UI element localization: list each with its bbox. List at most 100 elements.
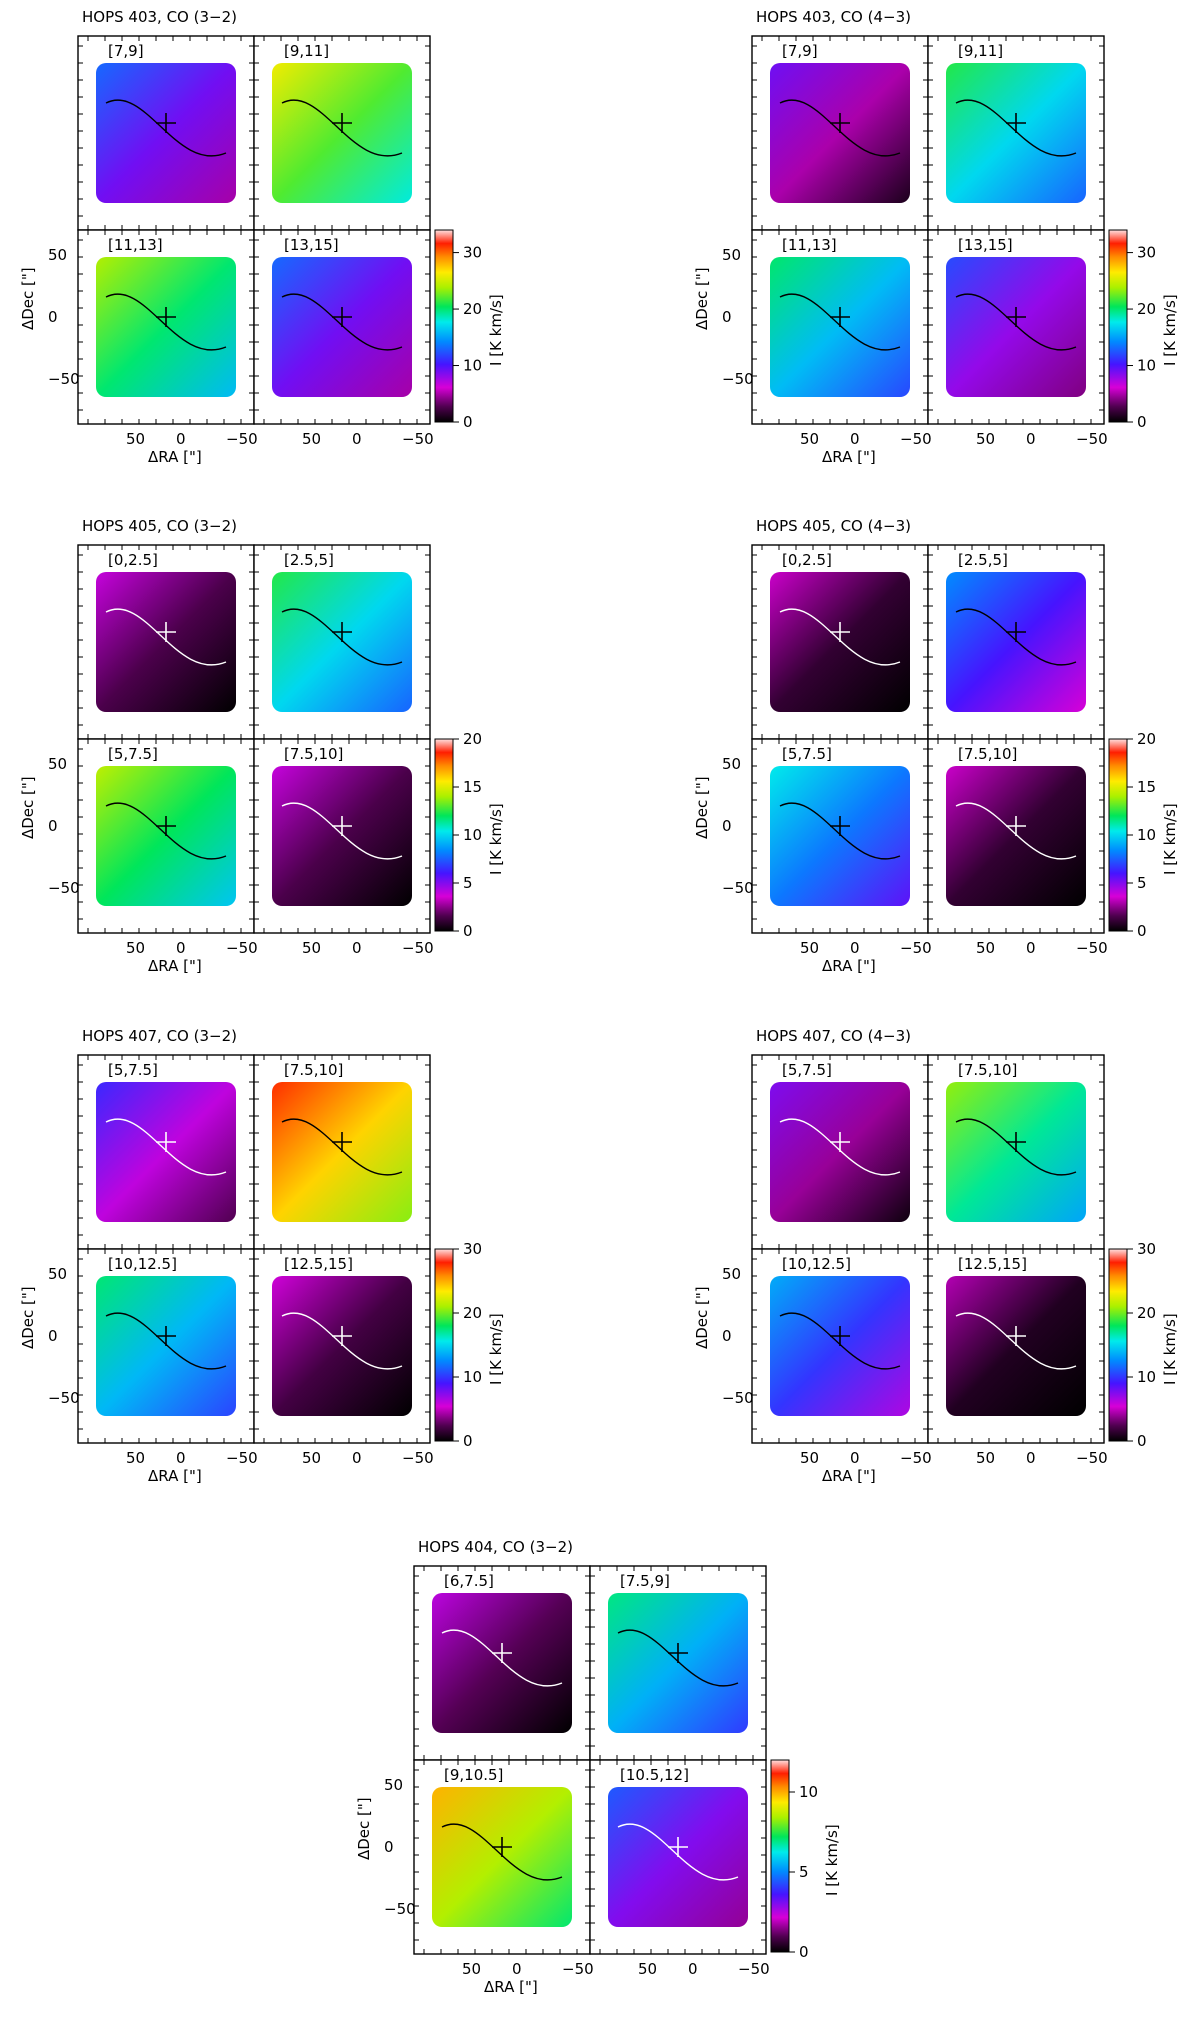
panel-4: [12.5,15] 50 0 −50 xyxy=(927,1248,1108,1467)
contour-line xyxy=(281,802,403,860)
source-position-cross xyxy=(332,1132,352,1152)
colorbar-tick-label: 0 xyxy=(1137,413,1147,431)
colorbar-label: I [K km/s] xyxy=(487,1313,505,1385)
y-tick-label: −50 xyxy=(48,370,80,388)
x-tick-label: 50 xyxy=(976,430,995,448)
x-tick-label: −50 xyxy=(738,1960,770,1978)
colorbar-tick-label: 20 xyxy=(463,1304,482,1322)
panel-3: [5,7.5] 50 0 −50 50 0 −50 xyxy=(48,738,258,957)
chart-title: HOPS 407, CO (4−3) xyxy=(756,1027,911,1045)
contour-line xyxy=(281,99,403,157)
panel-2: [7.5,10] xyxy=(253,1054,431,1250)
colorbar-label: I [K km/s] xyxy=(1161,803,1179,875)
chart-title: HOPS 403, CO (4−3) xyxy=(756,8,911,26)
x-tick-label: −50 xyxy=(900,430,932,448)
chart-1: HOPS 403, CO (3−2) [7,9] [9,11] [11,13] 50 0 −… xyxy=(19,8,505,466)
colorbar xyxy=(434,1248,454,1442)
colorbar-tick-label: 0 xyxy=(1137,922,1147,940)
panel-1: [0,2.5] xyxy=(77,544,255,740)
x-tick-label: 0 xyxy=(688,1960,698,1978)
x-tick-label: −50 xyxy=(1076,1449,1108,1467)
y-axis-label: ΔDec ["] xyxy=(19,776,37,839)
panel-1: [6,7.5] xyxy=(413,1565,591,1761)
source-position-cross xyxy=(332,113,352,133)
contour-line xyxy=(105,1118,227,1176)
source-position-cross xyxy=(1006,622,1026,642)
source-position-cross xyxy=(1006,307,1026,327)
channel-label: [7.5,9] xyxy=(620,1572,670,1590)
y-tick-label: 0 xyxy=(722,817,732,835)
source-position-cross xyxy=(1006,1326,1026,1346)
chart-3: HOPS 405, CO (3−2) [0,2.5] [2.5,5] [5,7.5] 5… xyxy=(19,517,505,975)
x-tick-label: 0 xyxy=(352,430,362,448)
x-axis-label: ΔRA ["] xyxy=(148,448,202,466)
source-position-cross xyxy=(1006,1132,1026,1152)
colorbar-tick-label: 30 xyxy=(463,244,482,262)
y-tick-label: −50 xyxy=(48,879,80,897)
y-axis-label: ΔDec ["] xyxy=(19,1286,37,1349)
contour-line xyxy=(955,1118,1077,1176)
channel-label: [10,12.5] xyxy=(108,1255,177,1273)
source-position-cross xyxy=(156,1132,176,1152)
colorbar-tick-label: 20 xyxy=(1137,730,1156,748)
source-position-cross xyxy=(830,113,850,133)
contour-line xyxy=(955,293,1077,351)
panel-2: [2.5,5] xyxy=(253,544,431,740)
chart-title: HOPS 403, CO (3−2) xyxy=(82,8,237,26)
contour-line xyxy=(105,1312,227,1370)
panel-2: [7.5,10] xyxy=(927,1054,1105,1250)
colorbar-label: I [K km/s] xyxy=(1161,294,1179,366)
contour-line xyxy=(617,1629,739,1687)
x-axis-label: ΔRA ["] xyxy=(148,957,202,975)
source-position-cross xyxy=(332,622,352,642)
x-tick-label: 50 xyxy=(800,939,819,957)
contour-line xyxy=(779,1312,901,1370)
channel-label: [11,13] xyxy=(782,236,837,254)
x-axis-label: ΔRA ["] xyxy=(484,1978,538,1996)
y-tick-label: 0 xyxy=(48,817,58,835)
y-tick-label: 50 xyxy=(48,1265,67,1283)
chart-2: HOPS 403, CO (4−3) [7,9] [9,11] [11,13] 50 0 −… xyxy=(693,8,1179,466)
source-position-cross xyxy=(1006,113,1026,133)
panel-1: [0,2.5] xyxy=(751,544,929,740)
colorbar-tick-label: 30 xyxy=(1137,244,1156,262)
contour-line xyxy=(441,1823,563,1881)
y-tick-label: 50 xyxy=(48,246,67,264)
x-tick-label: 0 xyxy=(176,430,186,448)
contour-line xyxy=(779,608,901,666)
contour-line xyxy=(441,1629,563,1687)
contour-line xyxy=(617,1823,739,1881)
channel-label: [0,2.5] xyxy=(108,551,158,569)
colorbar xyxy=(434,738,454,932)
colorbar-tick-label: 0 xyxy=(799,1943,809,1961)
x-tick-label: 0 xyxy=(1026,939,1036,957)
channel-label: [5,7.5] xyxy=(782,745,832,763)
colorbar-tick-label: 0 xyxy=(463,413,473,431)
source-position-cross xyxy=(156,113,176,133)
channel-label: [7.5,10] xyxy=(284,1061,343,1079)
contour-line xyxy=(281,608,403,666)
x-tick-label: −50 xyxy=(402,430,434,448)
colorbar-label: I [K km/s] xyxy=(487,294,505,366)
colorbar-tick-label: 10 xyxy=(799,1783,818,1801)
x-tick-label: 50 xyxy=(462,1960,481,1978)
y-axis-label: ΔDec ["] xyxy=(693,267,711,330)
panel-1: [5,7.5] xyxy=(751,1054,929,1250)
x-tick-label: 50 xyxy=(302,430,321,448)
colorbar xyxy=(434,229,454,423)
colorbar-label: I [K km/s] xyxy=(1161,1313,1179,1385)
source-position-cross xyxy=(830,816,850,836)
y-tick-label: −50 xyxy=(722,370,754,388)
channel-label: [7.5,10] xyxy=(284,745,343,763)
y-axis-label: ΔDec ["] xyxy=(693,776,711,839)
y-tick-label: 50 xyxy=(722,246,741,264)
panel-2: [9,11] xyxy=(927,35,1105,231)
channel-label: [13,15] xyxy=(958,236,1013,254)
x-tick-label: −50 xyxy=(226,939,258,957)
channel-label: [9,10.5] xyxy=(444,1766,503,1784)
y-tick-label: 0 xyxy=(48,308,58,326)
channel-label: [5,7.5] xyxy=(108,1061,158,1079)
panel-2: [2.5,5] xyxy=(927,544,1105,740)
